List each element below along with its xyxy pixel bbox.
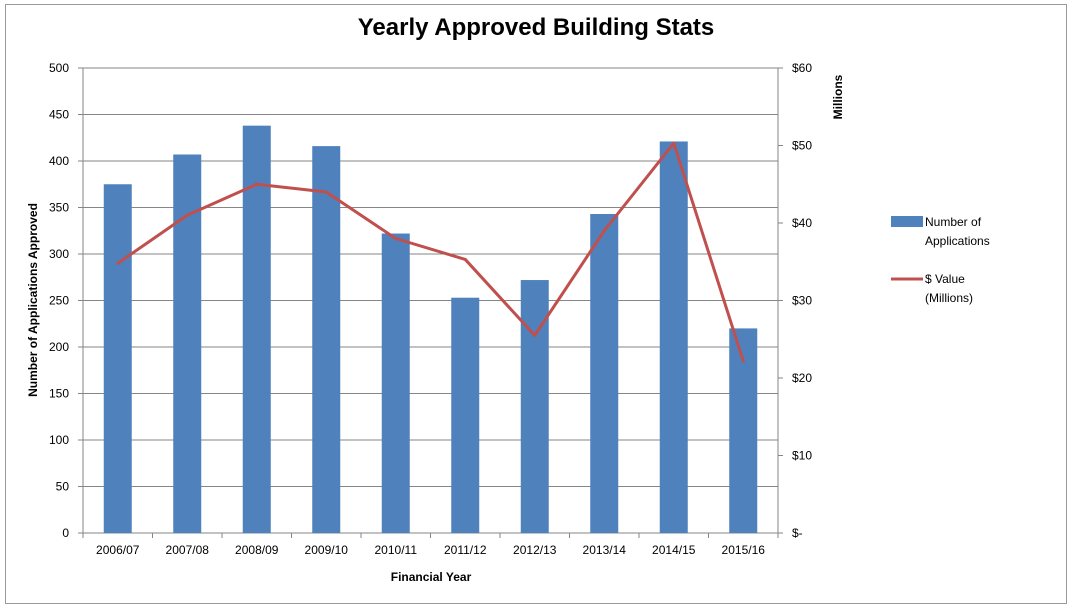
y-tick-label: 400 [49, 154, 69, 168]
line-point [672, 141, 676, 145]
x-tick-label: 2011/12 [444, 543, 487, 557]
x-tick-label: 2009/10 [305, 543, 349, 557]
x-tick-label: 2010/11 [375, 543, 418, 557]
y-tick-label: 300 [49, 247, 69, 261]
y2-axis-title: Millions [831, 74, 845, 119]
line-point [463, 257, 467, 261]
bar [312, 146, 341, 533]
legend-label-line-line2: (Millions) [925, 291, 973, 305]
legend-label-bars-line2: Applications [925, 234, 990, 248]
x-tick-label: 2008/09 [235, 543, 279, 557]
y2-tick-label: $60 [792, 61, 812, 75]
x-tick-label: 2014/15 [652, 543, 696, 557]
y-tick-label: 450 [49, 108, 69, 122]
y-tick-label: 150 [49, 387, 69, 401]
line-point [185, 213, 189, 217]
legend: Number of Applications $ Value (Millions… [891, 215, 990, 305]
bar [451, 297, 480, 533]
line-point [533, 333, 537, 337]
bar [173, 154, 202, 534]
bar [242, 125, 271, 533]
legend-swatch-bars [891, 216, 923, 227]
bar [381, 233, 410, 534]
x-tick-label: 2015/16 [722, 543, 766, 557]
line-point [116, 261, 120, 265]
x-tick-label: 2006/07 [96, 543, 140, 557]
value-line [116, 141, 745, 362]
x-tick-label: 2007/08 [166, 543, 210, 557]
line-point [741, 359, 745, 363]
y2-tick-label: $20 [792, 371, 812, 385]
y-axis-title: Number of Applications Approved [26, 203, 40, 397]
y-tick-label: 200 [49, 340, 69, 354]
y-tick-label: 250 [49, 294, 69, 308]
bar [729, 328, 758, 533]
y2-tick-label: $10 [792, 449, 812, 463]
line-point [394, 237, 398, 240]
bar [659, 141, 688, 533]
bar [590, 214, 619, 533]
bar-series [103, 125, 758, 534]
line-point [255, 182, 259, 186]
y-tick-label: 350 [49, 201, 69, 215]
axes [78, 67, 783, 538]
y-tick-label: 0 [62, 526, 69, 540]
y2-tick-label: $50 [792, 139, 812, 153]
line-point [602, 229, 606, 233]
y-tick-label: 500 [49, 61, 69, 75]
line-series [116, 141, 745, 363]
legend-label-line-line1: $ Value [925, 272, 965, 286]
y-tick-label: 100 [49, 433, 69, 447]
legend-label-bars-line1: Number of [925, 215, 982, 229]
tick-labels: 0 50 100 150 200 250 300 350 400 450 500 $- $10 $20 $3… [49, 61, 812, 557]
y2-tick-label: $- [792, 526, 803, 540]
line-point [324, 190, 328, 194]
x-axis-title: Financial Year [391, 570, 472, 584]
y-tick-label: 50 [56, 480, 70, 494]
x-tick-label: 2013/14 [583, 543, 627, 557]
y2-tick-label: $40 [792, 216, 812, 230]
y2-tick-label: $30 [792, 294, 812, 308]
chart-title: Yearly Approved Building Stats [357, 14, 715, 41]
bar [103, 184, 132, 533]
x-tick-label: 2012/13 [513, 543, 557, 557]
